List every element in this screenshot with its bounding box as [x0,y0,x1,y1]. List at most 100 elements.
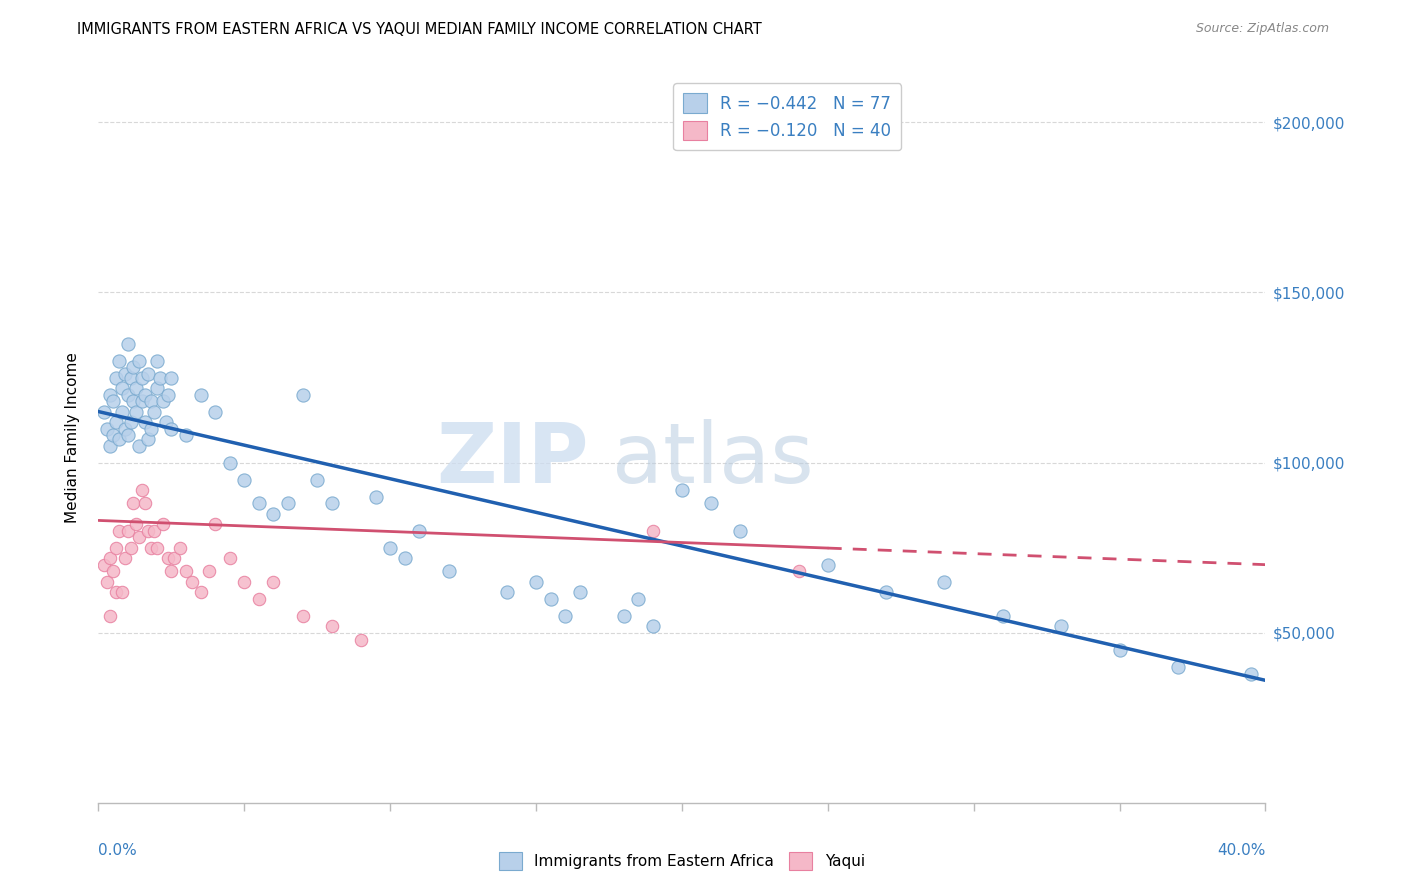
Point [496,585,519,599]
Point [568,585,591,599]
Point [1050,619,1073,633]
Point [174,428,197,442]
Point [612,608,634,623]
Point [364,490,387,504]
Point [146,381,169,395]
Point [117,428,139,442]
Point [142,524,165,538]
Point [247,496,270,510]
Point [139,394,162,409]
Point [160,565,183,579]
Point [111,404,134,418]
Point [117,524,139,538]
Text: 0.0%: 0.0% [98,843,138,858]
Point [817,558,839,572]
Point [104,541,127,555]
Point [131,394,153,409]
Point [149,370,172,384]
Point [120,415,142,429]
Point [307,473,329,487]
Point [204,516,226,531]
Point [111,585,134,599]
Point [104,415,127,429]
Point [122,496,145,510]
Point [136,432,159,446]
Point [120,370,142,384]
Point [152,516,174,531]
Text: ZIP: ZIP [436,418,589,500]
Point [111,381,134,395]
Point [204,404,226,418]
Point [93,404,115,418]
Point [291,387,314,401]
Point [157,550,180,565]
Point [101,565,124,579]
Point [198,565,221,579]
Point [174,565,197,579]
Point [131,370,153,384]
Point [93,558,115,572]
Point [163,550,186,565]
Point [108,524,131,538]
Point [291,608,314,623]
Point [233,574,256,589]
Point [1240,666,1263,681]
Point [408,524,430,538]
Point [114,367,136,381]
Point [155,415,177,429]
Point [136,524,159,538]
Point [875,585,897,599]
Point [125,404,148,418]
Text: IMMIGRANTS FROM EASTERN AFRICA VS YAQUI MEDIAN FAMILY INCOME CORRELATION CHART: IMMIGRANTS FROM EASTERN AFRICA VS YAQUI … [77,22,762,37]
Point [262,507,284,521]
Point [98,439,121,453]
Point [98,387,121,401]
Point [104,370,127,384]
Point [136,367,159,381]
Point [554,608,576,623]
Point [146,353,169,368]
Point [125,381,148,395]
Point [169,541,191,555]
Text: Source: ZipAtlas.com: Source: ZipAtlas.com [1195,22,1329,36]
Point [108,432,131,446]
Point [277,496,299,510]
Point [787,565,810,579]
Point [218,456,240,470]
Point [934,574,956,589]
Point [139,421,162,435]
Point [134,496,156,510]
Point [131,483,153,497]
Point [350,632,373,647]
Point [128,439,150,453]
Point [146,541,169,555]
Point [139,541,162,555]
Point [1108,642,1130,657]
Point [142,404,165,418]
Point [991,608,1014,623]
Point [190,585,212,599]
Point [160,370,183,384]
Point [394,550,416,565]
Point [120,541,142,555]
Point [730,524,752,538]
Point [437,565,460,579]
Point [128,531,150,545]
Point [122,394,145,409]
Point [108,353,131,368]
Point [321,619,343,633]
Point [671,483,693,497]
Point [101,428,124,442]
Point [101,394,124,409]
Point [96,421,118,435]
Point [125,516,148,531]
Text: 40.0%: 40.0% [1218,843,1265,858]
Point [233,473,256,487]
Point [218,550,240,565]
Point [114,550,136,565]
Point [134,387,156,401]
Point [128,353,150,368]
Point [641,524,664,538]
Point [152,394,174,409]
Point [524,574,547,589]
